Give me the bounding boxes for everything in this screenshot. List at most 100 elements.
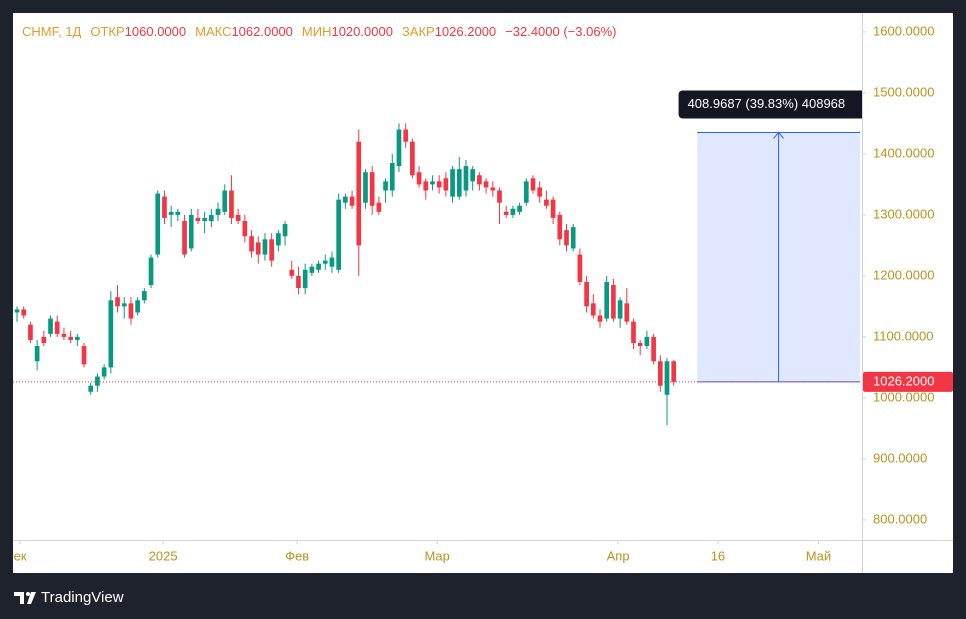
y-tick-label: 1200.0000	[873, 267, 934, 282]
x-tick-label: 2025	[149, 548, 178, 563]
candle-body	[162, 196, 167, 218]
candle-body	[443, 178, 449, 191]
candle-body	[168, 211, 174, 215]
candle-body	[21, 309, 27, 316]
candle-body	[403, 129, 409, 142]
candle-body	[544, 199, 549, 206]
header-field-label: МИН	[302, 24, 332, 39]
candle-body	[597, 315, 603, 322]
candle-body	[651, 336, 656, 362]
header-field-value: 1020.0000	[331, 24, 392, 39]
candle-body	[108, 300, 114, 368]
candle-body	[423, 181, 429, 191]
candle-body	[590, 303, 596, 316]
candle-body	[510, 208, 516, 215]
candle-body	[356, 141, 362, 246]
header-field-value: 1060.0000	[125, 24, 186, 39]
candle-body	[517, 205, 522, 212]
candle-body	[155, 193, 161, 255]
candle-body	[336, 199, 342, 270]
last-price-label: 1026.2000	[873, 373, 934, 388]
candle-body	[611, 285, 616, 319]
candle-body	[95, 376, 100, 386]
candle-body	[644, 336, 650, 347]
candle-body	[34, 346, 40, 362]
candle-body	[229, 190, 234, 218]
candle-body	[128, 303, 134, 319]
y-tick-label: 1000.0000	[873, 389, 934, 404]
candle-body	[389, 163, 395, 191]
candle-body	[456, 169, 462, 197]
candle-body	[41, 336, 47, 343]
candle-body	[376, 202, 382, 212]
candle-body	[28, 324, 33, 340]
measure-label-box	[678, 90, 862, 119]
measure-label: 408.9687 (39.83%) 408968	[688, 96, 846, 111]
candle-body	[410, 141, 415, 176]
logo	[14, 592, 36, 604]
candle-body	[309, 266, 315, 273]
candle-body	[135, 300, 140, 313]
candle-body	[637, 342, 643, 347]
candle-body	[369, 172, 375, 206]
candle-body	[470, 169, 476, 182]
candle-body	[235, 214, 241, 221]
measure-arrowhead	[773, 131, 784, 139]
candle-body	[188, 214, 194, 249]
candle-body	[121, 303, 127, 307]
candle-body	[269, 239, 274, 261]
candle-body	[302, 269, 308, 289]
candle-body	[255, 242, 261, 255]
candle-body	[617, 300, 623, 319]
candle-body	[249, 236, 254, 252]
candle-body	[657, 361, 663, 386]
y-tick-label: 1500.0000	[873, 84, 934, 99]
candle-body	[664, 361, 670, 395]
header-field-value: 1062.0000	[231, 24, 292, 39]
candle-body	[463, 166, 469, 191]
candle-body	[477, 175, 482, 185]
y-tick-label: 900.0000	[873, 450, 927, 465]
candle-body	[101, 367, 107, 377]
candle-body	[564, 230, 569, 246]
candle-body	[175, 211, 181, 215]
candle-body	[530, 178, 536, 191]
plot: 408.9687 (39.83%) 408968	[13, 90, 862, 426]
header-field-label: ЗАКР	[402, 24, 435, 39]
candle-body	[436, 181, 442, 188]
x-tick-label: Апр	[607, 548, 630, 563]
candle-body	[262, 239, 268, 255]
candle-body	[577, 254, 583, 282]
header-field-value: 1026.2000	[435, 24, 496, 39]
y-tick-label: 1100.0000	[873, 328, 934, 343]
candle-body	[604, 281, 610, 319]
y-tick-label: 1300.0000	[873, 206, 934, 221]
y-tick-label: 1400.0000	[873, 145, 934, 160]
header-change: −32.4000 (−3.06%)	[505, 24, 616, 39]
candle-body	[570, 227, 576, 249]
last-price-box	[863, 371, 953, 392]
candle-body	[68, 336, 73, 340]
candle-body	[282, 224, 288, 237]
candle-body	[88, 385, 94, 392]
candle-body	[222, 190, 228, 212]
candle-body	[115, 297, 120, 307]
candle-body	[81, 346, 87, 365]
candle-body	[209, 214, 214, 221]
candle-body	[557, 214, 563, 240]
candle-body	[503, 211, 509, 215]
candle-body	[363, 172, 368, 203]
axes: 1600.0000 1500.0000 1400.0000 1300.0000 1200…	[14, 23, 953, 563]
x-tick-label: ек	[14, 548, 27, 563]
candle-body	[316, 263, 321, 270]
footer-brand: TradingView	[41, 589, 124, 606]
x-tick-label: Фев	[285, 548, 309, 563]
candle-body	[48, 318, 53, 334]
header-symbol: CHMF, 1Д	[22, 24, 82, 39]
candle-body	[490, 187, 496, 191]
candle-body	[671, 361, 677, 382]
candle-body	[322, 260, 328, 264]
candle-body	[289, 269, 295, 276]
candle-body	[550, 199, 556, 218]
